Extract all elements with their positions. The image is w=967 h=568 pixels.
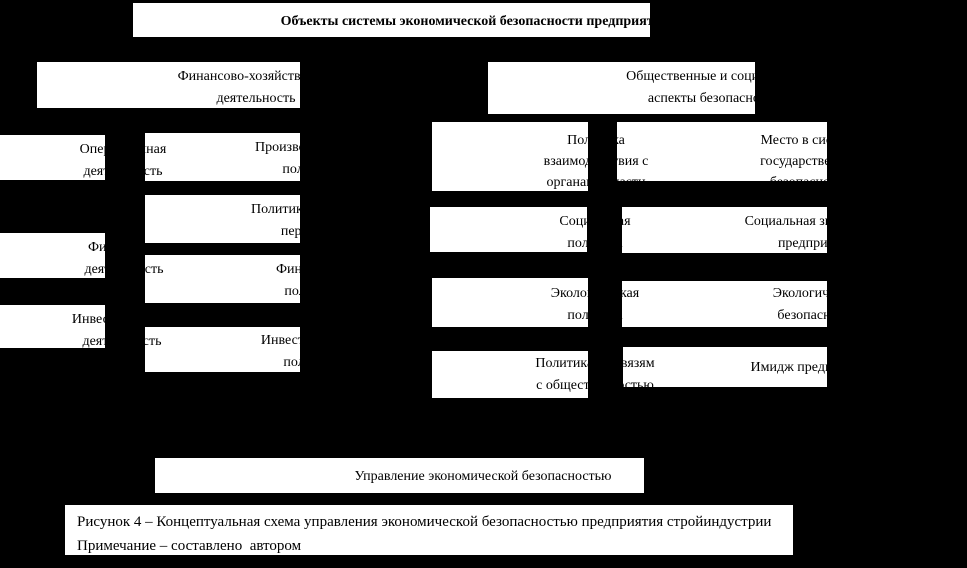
activity-box-financial xyxy=(0,233,105,278)
social-branch-label: Общественные и социальные аспекты безопа… xyxy=(626,69,802,106)
row2-object-box xyxy=(622,207,827,253)
row1-object-box xyxy=(617,122,827,181)
row4-object-label: Имидж предприятия xyxy=(750,360,874,375)
activity-label-financial: Финансовая деятельность xyxy=(84,240,164,277)
policy-label-investment: Инвестиционная политика xyxy=(260,333,362,370)
management-label: Управление экономической безопасностью xyxy=(354,469,612,484)
row3-object-label: Экологическая безопасность xyxy=(772,286,862,323)
policy-label-personnel: Политика управления персоналом xyxy=(250,202,382,239)
row1-policy-label: Политика взаимодействия с органами власт… xyxy=(543,133,649,190)
activity-box-investment xyxy=(0,305,105,348)
diagram-title-label: Объекты системы экономической безопаснос… xyxy=(280,14,670,29)
policy-box-investment xyxy=(145,327,300,372)
row2-object-label: Социальная значимость предприятия xyxy=(744,214,888,251)
row4-object-box xyxy=(623,347,827,387)
financial-branch-box xyxy=(37,62,300,108)
caption-box xyxy=(65,505,793,555)
row1-policy-box xyxy=(432,122,588,191)
figure-caption-line1: Рисунок 4 – Концептуальная схема управле… xyxy=(77,514,772,530)
row4-policy-label: Политика по связям с общественностью xyxy=(535,356,655,393)
figure-caption-line2: Примечание – составлено автором xyxy=(77,538,302,554)
activity-label-investment: Инвестиционная деятельность xyxy=(71,312,173,349)
diagram-title: Объекты системы экономической безопаснос… xyxy=(225,11,725,33)
row2-policy-label: Социальная политика xyxy=(559,214,631,251)
row3-policy-box xyxy=(432,278,588,327)
row2-policy-box xyxy=(430,207,587,252)
row3-policy-label: Экологическая политика xyxy=(550,286,640,323)
row3-object-box xyxy=(622,281,827,327)
row1-object-label: Место в системе государственной безопасн… xyxy=(760,133,860,190)
policy-box-personnel xyxy=(145,195,300,243)
social-branch-box xyxy=(488,62,755,114)
row4-policy-box xyxy=(432,351,588,398)
management-box xyxy=(155,458,644,493)
activity-label-operational: Операционная деятельность xyxy=(79,142,167,179)
policy-box-production xyxy=(145,133,300,181)
financial-branch-label: Финансово-хозяйственная деятельность xyxy=(177,69,335,106)
policy-label-financial: Финансовая политика xyxy=(275,262,349,299)
policy-label-production: Производственная политика xyxy=(254,140,366,177)
policy-box-financial xyxy=(145,255,300,303)
activity-box-operational xyxy=(0,135,105,180)
figure-caption: Рисунок 4 – Концептуальная схема управле… xyxy=(77,510,967,558)
title-box xyxy=(133,3,650,37)
